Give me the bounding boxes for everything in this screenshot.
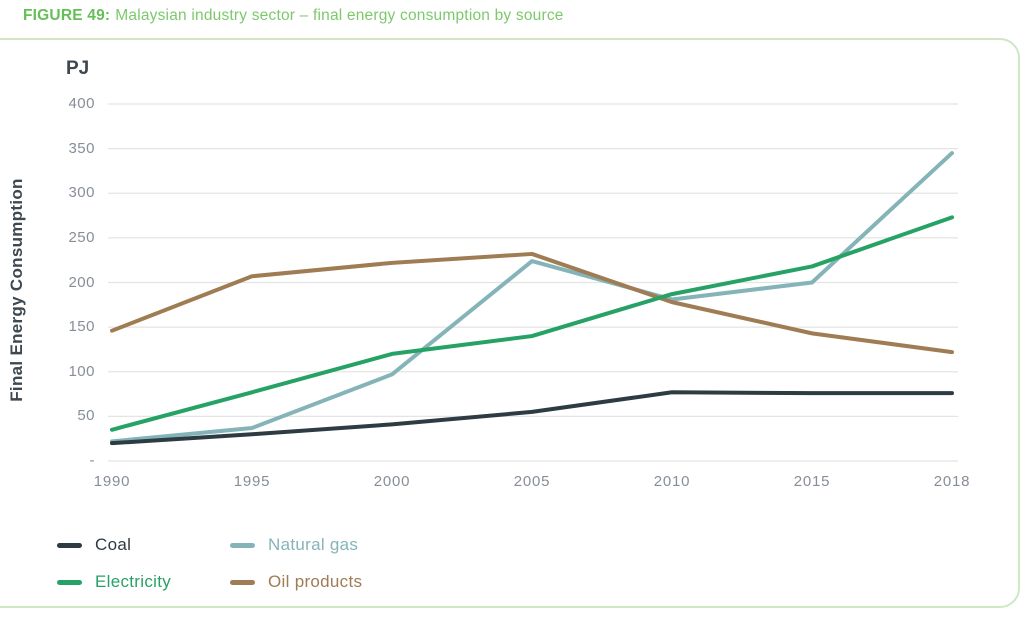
chart-line-coal xyxy=(110,390,954,446)
x-tick-label: 2010 xyxy=(653,473,691,490)
x-tick-label: 2000 xyxy=(373,473,411,490)
series-lines-group xyxy=(110,151,954,446)
legend-item-natural-gas: Natural gas xyxy=(230,534,362,556)
x-tick-label: 2018 xyxy=(933,473,971,490)
figure-title: FIGURE 49: Malaysian industry sector – fi… xyxy=(23,7,564,25)
gridlines-group xyxy=(108,103,958,462)
x-tick-label: 1990 xyxy=(93,473,131,490)
figure-number-label: FIGURE 49: xyxy=(23,7,111,24)
legend-label: Oil products xyxy=(268,572,363,591)
legend-item-oil-products: Oil products xyxy=(230,571,362,593)
y-tick-label: 50 xyxy=(77,407,95,425)
x-tick-label: 2015 xyxy=(793,473,831,490)
y-tick-label: - xyxy=(89,452,95,469)
legend-label: Natural gas xyxy=(268,535,359,554)
legend-swatch-icon xyxy=(57,579,82,585)
y-tick-label: 200 xyxy=(68,273,95,291)
legend-item-electricity: Electricity xyxy=(57,571,230,593)
legend-swatch-icon xyxy=(230,542,255,548)
legend-swatch-icon xyxy=(57,542,82,548)
y-axis-unit-label: PJ xyxy=(66,58,90,79)
legend-label: Coal xyxy=(95,535,132,554)
chart-line-electricity xyxy=(110,215,954,432)
legend-label: Electricity xyxy=(95,572,172,591)
chart-panel xyxy=(0,38,1020,608)
y-tick-label: 350 xyxy=(68,139,95,157)
y-tick-label: 400 xyxy=(68,95,95,112)
figure-title-text: Malaysian industry sector – final energy… xyxy=(115,7,564,24)
legend-swatch-icon xyxy=(230,579,255,585)
legend-item-coal: Coal xyxy=(57,534,230,556)
x-tick-label: 2005 xyxy=(513,473,551,490)
x-tick-label: 1995 xyxy=(233,473,271,490)
chart-line-natural-gas xyxy=(110,151,954,444)
y-tick-label: 100 xyxy=(68,362,95,380)
chart-legend: Coal Natural gas Electricity Oil products xyxy=(57,534,362,593)
y-tick-label: 250 xyxy=(68,228,95,246)
chart-line-oil-products xyxy=(110,251,954,355)
y-tick-label: 300 xyxy=(68,184,95,202)
y-tick-label: 150 xyxy=(68,318,95,336)
y-axis-title: Final Energy Consumption xyxy=(7,178,26,402)
